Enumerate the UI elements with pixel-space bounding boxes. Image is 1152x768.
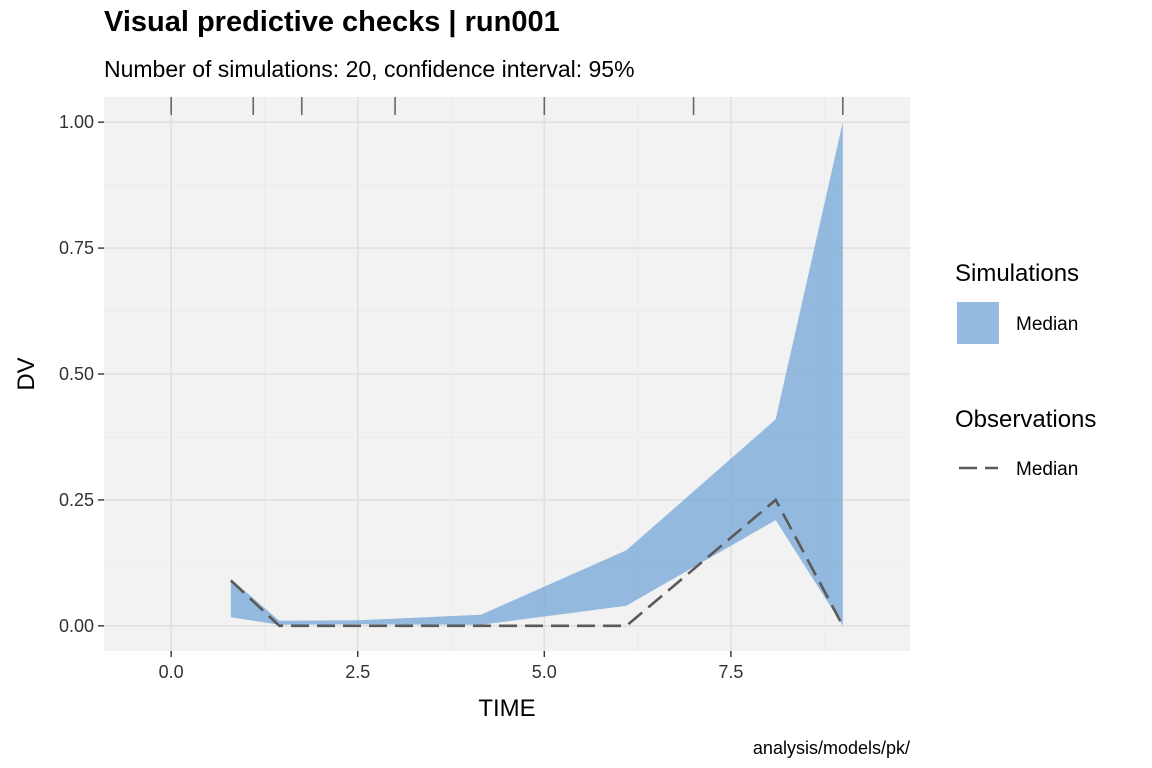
y-axis-title: DV (13, 357, 40, 390)
legend: Simulations Median Observations Median (955, 260, 1096, 480)
chart-subtitle: Number of simulations: 20, confidence in… (104, 56, 635, 82)
legend-key-band (957, 302, 999, 344)
y-axis: 0.00 0.25 0.50 0.75 1.00 (59, 112, 104, 636)
y-tick-label: 0.50 (59, 364, 94, 384)
bin-separators (170, 97, 844, 115)
x-tick-label: 2.5 (345, 662, 370, 682)
x-axis-title: TIME (478, 695, 535, 722)
y-tick-label: 0.75 (59, 238, 94, 258)
legend-label-observations-median: Median (1016, 459, 1078, 480)
x-tick-label: 0.0 (159, 662, 184, 682)
observed-median-line (230, 497, 844, 628)
x-tick-label: 5.0 (532, 662, 557, 682)
x-tick-label: 7.5 (718, 662, 743, 682)
chart-caption: analysis/models/pk/ (753, 738, 910, 758)
y-tick-label: 0.25 (59, 490, 94, 510)
y-tick-label: 0.00 (59, 616, 94, 636)
x-axis: 0.0 2.5 5.0 7.5 (159, 651, 743, 682)
legend-title-observations: Observations (955, 406, 1096, 433)
legend-title-simulations: Simulations (955, 260, 1079, 287)
simulation-median-band (230, 122, 843, 626)
chart-title: Visual predictive checks | run001 (104, 6, 560, 38)
legend-label-simulations-median: Median (1016, 314, 1078, 335)
y-tick-label: 1.00 (59, 112, 94, 132)
grid-lines (104, 97, 910, 651)
